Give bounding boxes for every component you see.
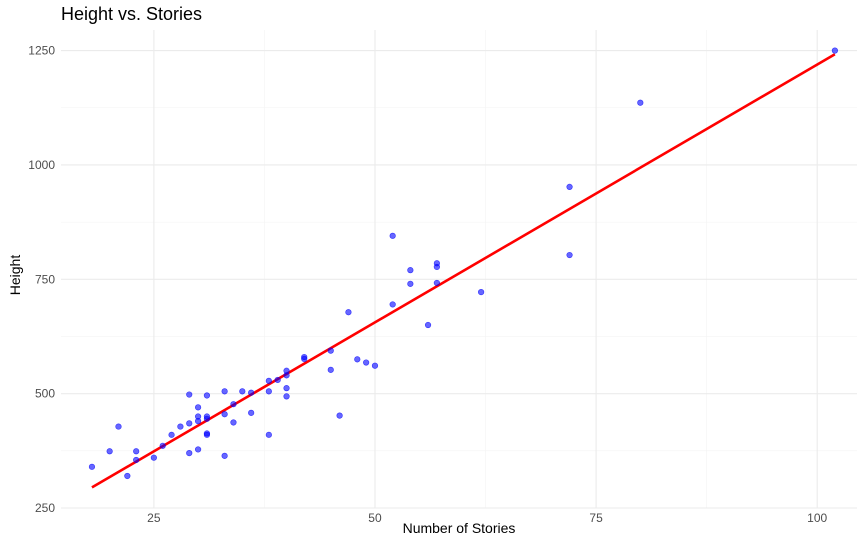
data-point	[637, 99, 644, 106]
data-point	[186, 391, 193, 398]
data-point	[186, 420, 193, 427]
data-point	[248, 409, 255, 416]
data-points	[88, 47, 838, 480]
data-point	[301, 353, 308, 361]
x-tick-label: 25	[147, 511, 161, 525]
data-point	[221, 411, 228, 418]
data-point	[566, 251, 573, 259]
x-tick-label: 50	[368, 511, 382, 525]
data-point	[478, 288, 485, 296]
data-point	[336, 412, 343, 419]
y-tick-label: 1000	[28, 158, 55, 172]
data-point	[186, 450, 193, 457]
x-tick-label: 75	[589, 511, 603, 525]
y-tick-label: 750	[35, 272, 55, 286]
data-point	[203, 392, 211, 399]
data-point	[230, 419, 237, 426]
data-point	[177, 423, 184, 430]
data-point	[133, 448, 140, 455]
data-point	[265, 377, 272, 384]
data-point	[239, 388, 246, 395]
x-axis-ticks: 25 50 75 100	[147, 511, 827, 525]
data-point	[194, 413, 202, 420]
data-point	[345, 309, 352, 316]
x-tick-label: 100	[807, 511, 827, 525]
regression-line	[91, 53, 836, 489]
data-point	[194, 404, 202, 411]
data-point	[424, 321, 432, 329]
fit-line-layer	[91, 53, 836, 489]
y-tick-label: 1250	[28, 44, 55, 58]
data-point	[274, 376, 281, 384]
data-point	[168, 431, 175, 438]
data-point	[265, 388, 272, 395]
data-point	[115, 423, 122, 430]
data-point	[831, 47, 838, 54]
data-point	[389, 232, 396, 239]
minor-gridlines	[61, 30, 857, 508]
data-point	[203, 430, 211, 437]
data-point	[248, 389, 255, 396]
x-axis-label: Number of Stories	[403, 520, 516, 536]
data-point	[88, 463, 96, 470]
data-point	[124, 472, 131, 480]
chart-title: Height vs. Stories	[61, 4, 202, 24]
y-axis-ticks: 250 500 750 1000 1250	[28, 44, 55, 515]
y-axis-label: Height	[7, 255, 23, 296]
data-point	[283, 367, 290, 374]
data-point	[407, 280, 414, 287]
data-point	[327, 347, 334, 354]
data-point	[407, 267, 414, 274]
data-point	[283, 393, 290, 400]
data-point	[363, 359, 370, 366]
data-point	[265, 431, 272, 438]
data-point	[221, 452, 228, 459]
data-point	[327, 366, 334, 373]
data-point	[230, 401, 237, 408]
data-point	[106, 448, 113, 455]
data-point	[354, 356, 361, 363]
data-point	[389, 301, 396, 308]
data-point	[221, 388, 228, 395]
y-tick-label: 500	[35, 387, 55, 401]
y-tick-label: 250	[35, 501, 55, 515]
data-point	[433, 279, 440, 287]
data-point	[283, 385, 290, 392]
data-point	[566, 183, 573, 190]
data-point	[150, 454, 157, 461]
data-point	[433, 260, 440, 267]
data-point	[159, 442, 166, 449]
data-point	[194, 446, 202, 453]
data-point	[133, 456, 140, 464]
data-point	[371, 362, 379, 369]
major-gridlines	[61, 30, 857, 509]
data-point	[203, 413, 211, 420]
